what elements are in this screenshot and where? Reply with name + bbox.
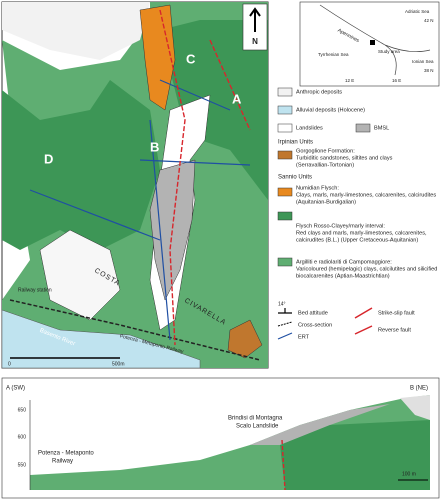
section-label: 100 m xyxy=(402,471,416,477)
inset-label: Ionian Sea xyxy=(412,59,434,64)
inset-label: Study area xyxy=(378,49,400,54)
legend-swatch xyxy=(277,257,293,267)
dark-green-unit xyxy=(160,20,268,200)
section-tick-label: 550 xyxy=(18,462,27,468)
inset-label: 16 E xyxy=(392,78,401,83)
legend-label: ERT xyxy=(298,334,310,340)
legend-label: Numidian Flysch: xyxy=(296,185,339,191)
legend-label: Reverse fault xyxy=(378,327,411,333)
legend-label: Clays, marls, marly-limestones, calcaren… xyxy=(296,192,436,198)
cross-section: A (SW) B (NE) 650 600 550 Brindisi di Mo… xyxy=(1,377,440,499)
inset-label: Tyrrhenian Sea xyxy=(318,52,349,57)
scale-label: 500m xyxy=(112,361,125,367)
coastline xyxy=(319,4,431,76)
inset-label: Adriatic Sea xyxy=(405,9,430,14)
map-label: C xyxy=(186,51,196,66)
cross-section-symbol xyxy=(277,321,293,327)
section-label: Potenza - Metaponto xyxy=(38,451,94,457)
legend-label: Cross-section xyxy=(298,322,332,328)
section-unit xyxy=(280,420,430,490)
map-label: A xyxy=(232,91,242,106)
map-label: D xyxy=(44,151,53,166)
legend-label: Flysch Rosso-Clayey/marly interval: xyxy=(296,223,385,229)
legend-heading: Sannio Units xyxy=(278,175,312,181)
legend-swatch xyxy=(277,105,293,115)
legend-swatch xyxy=(277,150,293,160)
alluvial-deposits xyxy=(1,309,201,369)
scale-label: 0 xyxy=(8,361,11,367)
section-tick-label: 650 xyxy=(18,407,27,413)
legend-label: (Aquitanian-Burdigalian) xyxy=(296,199,356,205)
legend-swatch xyxy=(277,187,293,197)
section-label: Brindisi di Montagna xyxy=(228,416,283,422)
section-landslide xyxy=(250,404,390,445)
north-arrow xyxy=(249,7,261,32)
ert-symbol xyxy=(277,332,293,340)
inset-frame xyxy=(299,1,440,87)
legend-label: Red clays and marls, marly-limestones, c… xyxy=(296,230,427,236)
irpinian-units xyxy=(227,319,263,359)
dark-green-unit xyxy=(2,80,160,250)
map-label: B xyxy=(150,139,159,154)
legend-swatch xyxy=(277,123,293,133)
inset: Adriatic Sea 42 N Apennines Tyrrhenian S… xyxy=(299,1,440,87)
study-area-marker xyxy=(370,40,375,45)
legend-label: Turbiditic sandstones, siltites and clay… xyxy=(296,155,393,161)
section-label: B (NE) xyxy=(410,386,428,392)
bmsl xyxy=(149,159,196,301)
inset-label: 38 N xyxy=(424,68,434,73)
legend-label: BMSL xyxy=(374,125,389,131)
inset-label: 12 E xyxy=(345,78,354,83)
ert-line xyxy=(29,79,251,341)
railway xyxy=(9,299,261,361)
legend-label: Anthropic deposits xyxy=(296,89,342,95)
north-label: N xyxy=(252,37,258,46)
bed-attitude-symbol xyxy=(278,308,292,314)
legend-label: Varicoloured (hemipelagic) clays, calcil… xyxy=(296,266,437,272)
legend-label: Strike-slip fault xyxy=(378,310,415,316)
map: N A B C D Railway station Basento River … xyxy=(1,1,269,369)
fault xyxy=(159,9,251,346)
section-label: Scalo Landslide xyxy=(236,424,279,430)
legend-label: Bed attitude xyxy=(298,310,328,316)
legend-swatch xyxy=(277,87,293,97)
landslide xyxy=(39,229,121,321)
section-unit xyxy=(400,395,430,420)
strike-slip-symbol xyxy=(354,307,373,319)
legend-label: biocalcarenites (Aptian-Maastrichtian) xyxy=(296,273,390,279)
inset-label: 42 N xyxy=(424,18,434,23)
legend-swatch xyxy=(277,211,293,221)
section-label: Railway xyxy=(52,459,73,465)
legend-label: calcirudites (B.L.) (Upper Cretaceous-Aq… xyxy=(296,237,418,243)
sannio-units xyxy=(139,4,176,111)
legend: Anthropic deposits Alluvial deposits (Ho… xyxy=(277,87,437,340)
legend-label: Argilliti e radiolariti di Campomaggiore… xyxy=(296,259,392,265)
anthropic-deposits xyxy=(2,2,150,60)
legend-label: Alluvial deposits (Holocene) xyxy=(296,107,365,113)
legend-swatch xyxy=(355,123,371,133)
map-label: Railway station xyxy=(18,287,52,293)
legend-label: (Serravallian-Tortonian) xyxy=(296,162,354,168)
section-tick-label: 600 xyxy=(18,434,27,440)
section-fault xyxy=(281,439,286,491)
legend-label: Gorgoglione Formation: xyxy=(296,148,355,154)
section-label: A (SW) xyxy=(6,386,25,392)
legend-heading: Irpinian Units xyxy=(278,140,313,146)
reverse-fault-symbol xyxy=(354,325,373,335)
legend-label: 14° xyxy=(278,301,286,307)
legend-label: Landslides xyxy=(296,125,323,131)
